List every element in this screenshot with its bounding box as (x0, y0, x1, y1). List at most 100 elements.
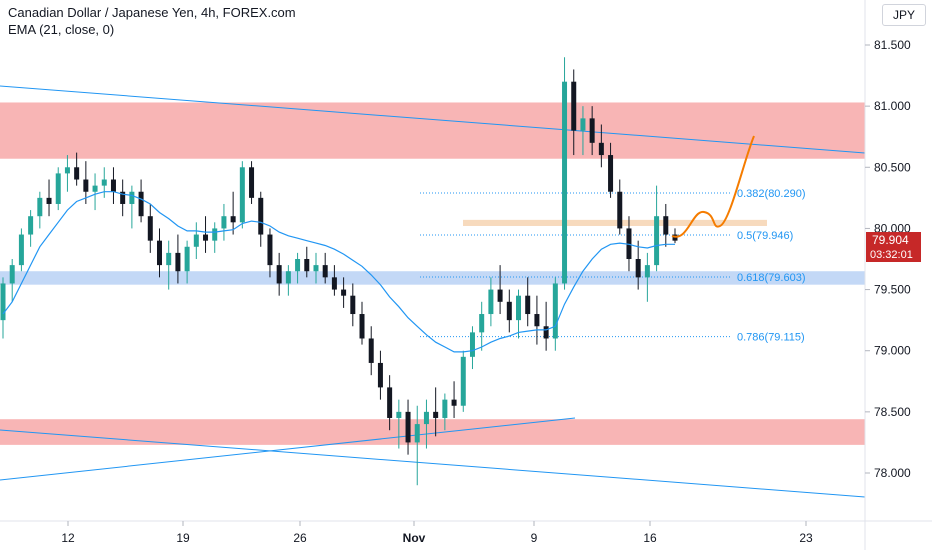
candle-body (598, 142, 604, 156)
candle-body (617, 191, 623, 229)
candle-body (663, 216, 669, 235)
symbol-title[interactable]: Canadian Dollar / Japanese Yen, 4h, FORE… (8, 5, 296, 20)
candlestick-series (0, 57, 678, 486)
candle-body (28, 216, 34, 235)
candle-body (184, 246, 190, 272)
y-tick-label: 78.500 (874, 405, 911, 419)
candle-body (460, 356, 466, 406)
y-tick-label: 80.500 (874, 160, 911, 174)
candle-body (654, 216, 660, 266)
candle-body (83, 179, 89, 192)
x-tick-label: 16 (643, 531, 657, 545)
fibonacci-levels: 0.382(80.290) 0.5(79.946) 0.618(79.603) 0.7… (420, 188, 806, 344)
candle-body (552, 283, 558, 339)
candle-body (341, 289, 347, 296)
candle-body (101, 179, 107, 186)
candle-body (0, 283, 6, 321)
price-label: 79.904 03:32:01 (866, 232, 921, 262)
candle-body (322, 265, 328, 278)
fib-level-label: 0.5(79.946) (737, 230, 793, 242)
candle-body (249, 167, 255, 198)
candle-body (9, 265, 15, 284)
candle-body (506, 301, 512, 321)
candle-body (175, 252, 181, 272)
candle-body (405, 411, 411, 443)
y-tick-label: 80.000 (874, 221, 911, 235)
price-zones (0, 102, 865, 445)
candle-body (589, 118, 595, 143)
candle-body (516, 295, 522, 321)
fib-level-label: 0.618(79.603) (737, 272, 806, 284)
candle-body (396, 411, 402, 418)
candle-body (608, 155, 614, 192)
candle-body (110, 179, 116, 192)
candle-body (571, 81, 577, 131)
candle-body (129, 191, 135, 204)
candle-body (442, 399, 448, 418)
y-tick-label: 79.500 (874, 283, 911, 297)
x-tick-label: Nov (403, 531, 426, 545)
candle-body (350, 295, 356, 315)
candle-body (285, 271, 291, 284)
candle-body (644, 265, 650, 278)
trendlines (0, 85, 866, 498)
y-tick-label: 78.000 (874, 466, 911, 480)
x-tick-label: 19 (176, 531, 190, 545)
y-tick-label: 81.500 (874, 38, 911, 52)
lower-trendline (0, 429, 866, 498)
x-tick-label: 23 (799, 531, 813, 545)
resistance-zone (0, 102, 865, 159)
candle-body (239, 167, 245, 223)
y-tick-label: 81.000 (874, 99, 911, 113)
target-zone (463, 219, 767, 226)
x-tick-label: 9 (531, 531, 538, 545)
currency-button[interactable]: JPY (882, 4, 926, 26)
candle-body (120, 191, 126, 204)
candle-body (64, 167, 70, 174)
candle-body (203, 234, 209, 241)
candle-body (304, 259, 310, 272)
candle-body (92, 185, 98, 192)
candle-body (267, 234, 273, 266)
candle-body (423, 411, 429, 425)
candle-body (368, 338, 374, 363)
candle-body (525, 295, 531, 315)
ema-indicator-label[interactable]: EMA (21, close, 0) (8, 22, 115, 37)
candle-body (433, 411, 439, 418)
candle-body (156, 240, 162, 266)
candle-body (543, 326, 549, 339)
x-tick-label: 26 (293, 531, 307, 545)
time-axis[interactable]: 12 19 26 Nov 9 16 23 (61, 521, 813, 545)
candle-body (451, 399, 457, 406)
x-tick-label: 12 (61, 531, 75, 545)
candle-body (258, 197, 264, 235)
candle-body (221, 216, 227, 229)
candle-body (359, 314, 365, 339)
candle-body (212, 228, 218, 241)
candle-body (230, 216, 236, 223)
support-zone (0, 271, 865, 285)
candle-body (497, 289, 503, 302)
y-tick-label: 79.000 (874, 344, 911, 358)
current-price-label: 79.904 (872, 233, 909, 247)
candle-body (469, 332, 475, 357)
upper-trendline (0, 85, 866, 154)
resistance-zone (0, 419, 865, 445)
candle-body (138, 191, 144, 217)
candle-body (580, 118, 586, 131)
chart-legend: Canadian Dollar / Japanese Yen, 4h, FORE… (8, 4, 296, 38)
candle-body (276, 265, 282, 284)
candle-body (414, 424, 420, 443)
candle-body (55, 173, 61, 204)
candle-body (488, 289, 494, 315)
countdown-label: 03:32:01 (870, 249, 913, 261)
ema-line (2, 191, 675, 353)
candle-body (37, 197, 43, 217)
candle-body (534, 314, 540, 327)
candle-body (193, 234, 199, 247)
candle-body (562, 81, 568, 284)
candle-body (387, 387, 393, 418)
price-axis[interactable]: 81.500 81.000 80.500 80.000 79.500 79.000 78.5… (865, 38, 911, 480)
candle-body (166, 252, 172, 266)
